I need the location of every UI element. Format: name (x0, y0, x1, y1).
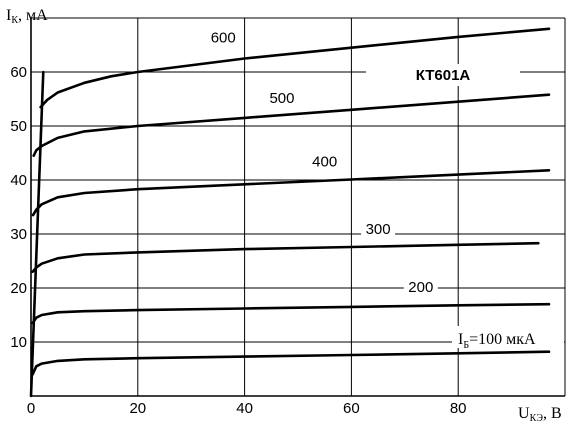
y-tick-label: 30 (10, 226, 27, 243)
series-label-background (307, 152, 342, 171)
x-tick-label: 60 (343, 400, 360, 417)
series-label-background (264, 88, 299, 107)
series-label: 300 (366, 221, 391, 238)
series-label-background (403, 277, 438, 296)
y-tick-label: 60 (10, 64, 27, 81)
x-tick-label: 20 (129, 400, 146, 417)
y-axis-label: IК, мА (6, 7, 48, 26)
curve-ib-600 (39, 27, 551, 109)
series-label: 500 (269, 90, 294, 107)
curve-ib-300 (31, 241, 540, 274)
y-tick-label: 40 (10, 172, 27, 189)
axes (30, 18, 565, 397)
series-label: 400 (312, 154, 337, 171)
curve-ib-400 (31, 169, 551, 217)
title-background (366, 64, 520, 86)
curve-ib-200 (31, 302, 551, 325)
x-tick-label: 40 (236, 400, 253, 417)
curves (29, 27, 551, 398)
saturation-line (29, 70, 45, 398)
y-tick-label: 20 (10, 280, 27, 297)
series-label-background (206, 28, 241, 47)
y-tick-label: 10 (10, 334, 27, 351)
x-axis-label: UКЭ, В (518, 405, 562, 424)
series-label: 600 (211, 29, 236, 46)
series-label-background (361, 220, 396, 238)
series-label: 200 (408, 279, 433, 296)
grid (31, 17, 566, 396)
x-tick-label: 80 (450, 400, 467, 417)
chart-title: КТ601А (416, 67, 471, 84)
curve-ib-100 (31, 350, 551, 376)
base-label-background (452, 326, 564, 348)
labels: 0 20 40 60 80 10 20 30 40 50 60 200 300 400 500 600 (10, 28, 467, 417)
y-tick-label: 50 (10, 118, 27, 135)
curve-ib-500 (32, 93, 551, 157)
base-current-label: IБ=100 мкА (458, 331, 536, 351)
x-tick-label: 0 (27, 400, 35, 417)
